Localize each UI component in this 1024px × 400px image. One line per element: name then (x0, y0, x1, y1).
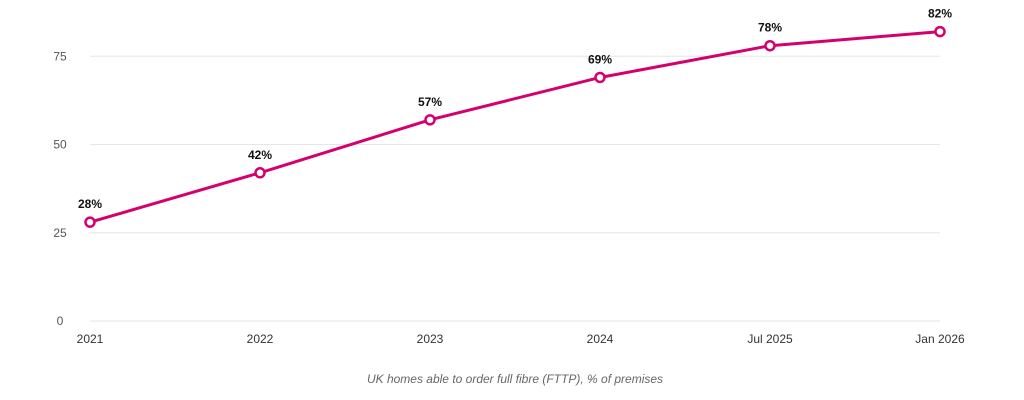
data-point (424, 114, 436, 126)
data-label: 57% (418, 95, 442, 109)
series-line (88, 30, 942, 224)
data-label: 82% (928, 7, 952, 21)
data-point (764, 39, 776, 52)
data-point (254, 167, 266, 179)
x-tick-label: 2024 (587, 332, 614, 346)
y-tick-label: 25 (53, 226, 67, 240)
data-label: 28% (78, 197, 102, 211)
x-tick-label: Jul 2025 (747, 332, 793, 346)
x-tick-label: Jan 2026 (915, 332, 965, 346)
data-labels: 28% 42% 57% 69% 78% 82% (78, 7, 952, 212)
y-tick-label: 50 (53, 138, 67, 152)
x-tick-label: 2023 (417, 332, 444, 346)
x-axis: 2021 2022 2023 2024 Jul 2025 Jan 2026 (77, 332, 965, 346)
data-label: 69% (588, 52, 612, 66)
data-label: 78% (758, 21, 782, 35)
data-point (84, 216, 96, 228)
data-point (934, 25, 946, 38)
y-tick-label: 0 (57, 314, 64, 328)
x-tick-label: 2021 (77, 332, 104, 346)
x-axis-caption: UK homes able to order full fibre (FTTP)… (367, 372, 663, 386)
gridlines (90, 55, 940, 322)
data-point (594, 71, 606, 84)
series-group (84, 25, 946, 228)
y-axis: 0 25 50 75 (53, 49, 67, 328)
x-tick-label: 2022 (247, 332, 274, 346)
data-label: 42% (248, 148, 272, 162)
y-tick-label: 75 (53, 49, 67, 63)
